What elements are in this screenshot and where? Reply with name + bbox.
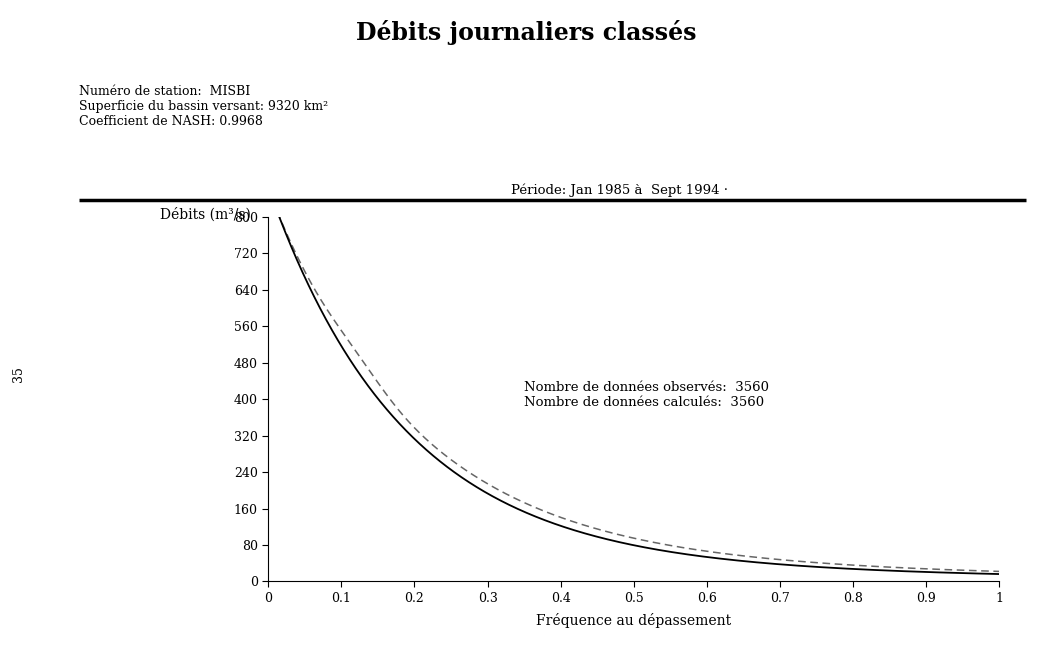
Text: Nombre de données observés:  3560
Nombre de données calculés:  3560: Nombre de données observés: 3560 Nombre … [524, 381, 769, 409]
Text: Numéro de station:  MISBI
Superficie du bassin versant: 9320 km²
Coefficient de : Numéro de station: MISBI Superficie du b… [79, 85, 328, 128]
Text: Débits journaliers classés: Débits journaliers classés [356, 20, 696, 45]
Text: Période: Jan 1985 à  Sept 1994 ·: Période: Jan 1985 à Sept 1994 · [510, 183, 728, 196]
X-axis label: Fréquence au dépassement: Fréquence au dépassement [537, 613, 731, 628]
Text: Débits (m³/s): Débits (m³/s) [160, 207, 250, 221]
Text: 35: 35 [13, 367, 25, 382]
